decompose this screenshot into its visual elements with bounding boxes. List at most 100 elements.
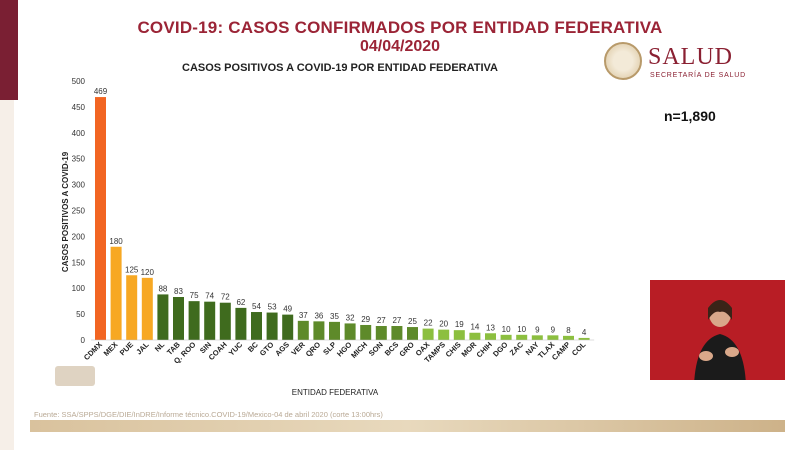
bar-cdmx	[95, 97, 106, 340]
footer-bar	[30, 420, 785, 432]
data-label: 62	[236, 298, 245, 307]
x-tick-label: MEX	[102, 340, 120, 358]
y-tick-label: 200	[72, 232, 86, 241]
x-tick-label: MICH	[349, 340, 369, 360]
bar-ver	[297, 320, 309, 340]
x-tick-label: SLP	[321, 340, 338, 357]
y-tick-label: 350	[72, 155, 86, 164]
x-tick-label: MOR	[460, 340, 479, 359]
y-tick-label: 500	[72, 77, 86, 86]
x-tick-label: YUC	[227, 340, 245, 358]
y-axis-title: CASOS POSITIVOS A COVID-19	[61, 151, 70, 272]
data-label: 180	[109, 237, 123, 246]
bar-bcs	[391, 326, 403, 340]
data-label: 13	[486, 323, 495, 332]
bar-tlax	[547, 335, 559, 340]
bar-sin	[204, 301, 216, 340]
bar-zac	[516, 334, 528, 340]
data-label: 36	[314, 311, 323, 320]
bar-gto	[266, 312, 278, 340]
corner-accent	[0, 0, 18, 100]
x-axis-title: ENTIDAD FEDERATIVA	[292, 388, 379, 397]
bar-mor	[469, 332, 481, 340]
data-label: 20	[439, 320, 448, 329]
bar-slp	[329, 321, 340, 340]
chart-title: CASOS POSITIVOS A COVID-19 POR ENTIDAD F…	[182, 62, 498, 74]
y-tick-label: 400	[72, 129, 86, 138]
x-tick-label: AGS	[273, 340, 291, 358]
data-label: 74	[205, 292, 214, 301]
x-tick-label: PUE	[118, 340, 135, 357]
data-label: 27	[392, 316, 401, 325]
y-tick-label: 100	[72, 284, 86, 293]
data-label: 4	[582, 328, 587, 337]
source-note: Fuente: SSA/SPPS/DGE/DIE/InDRE/Informe t…	[34, 410, 383, 419]
x-tick-label: CHIS	[444, 340, 463, 359]
data-label: 49	[283, 305, 292, 314]
data-label: 14	[470, 323, 479, 332]
x-tick-label: BCS	[383, 340, 401, 358]
data-label: 54	[252, 302, 261, 311]
x-tick-label: GRO	[397, 340, 416, 359]
data-label: 120	[141, 268, 155, 277]
bar-nl	[157, 294, 169, 340]
bar-yuc	[235, 307, 247, 340]
bar-bc	[251, 312, 262, 340]
bar-ags	[282, 314, 294, 340]
data-label: 72	[221, 293, 230, 302]
salud-logo: SALUD SECRETARÍA DE SALUD	[604, 42, 764, 86]
bar-tamps	[438, 329, 450, 340]
x-tick-label: GTO	[258, 340, 276, 358]
y-axis-ticks: 0 50 100 150 200 250 300 350 400 450 500	[72, 77, 86, 345]
data-label: 27	[377, 316, 386, 325]
bar-son	[375, 326, 387, 340]
data-label: 9	[535, 325, 540, 334]
x-tick-label: CHIH	[475, 340, 494, 359]
data-label: 75	[190, 291, 199, 300]
sign-language-interpreter-video	[650, 280, 785, 380]
interpreter-figure-icon	[694, 300, 746, 380]
bar-chih	[485, 333, 496, 340]
bar-nay	[531, 335, 543, 340]
bar-coah	[219, 302, 231, 340]
x-tick-label: VER	[289, 340, 307, 358]
data-label: 88	[158, 284, 167, 293]
y-tick-label: 250	[72, 207, 86, 216]
x-tick-label: SON	[367, 340, 385, 358]
x-tick-label: QRO	[304, 340, 323, 359]
x-tick-label: CDMX	[82, 340, 104, 362]
data-label: 22	[424, 319, 433, 328]
data-label: 469	[94, 87, 108, 96]
data-label: 37	[299, 311, 308, 320]
data-label: 10	[517, 325, 526, 334]
bar-col	[578, 337, 590, 340]
bar-qro	[313, 321, 325, 340]
bar-tab	[173, 297, 184, 340]
data-label: 19	[455, 320, 464, 329]
data-label: 53	[268, 303, 277, 312]
left-decorative-band	[0, 0, 14, 450]
bar-q-roo	[188, 301, 200, 340]
sample-size-label: n=1,890	[664, 108, 716, 124]
decorative-logo-strip	[55, 366, 95, 386]
bar-camp	[563, 335, 574, 340]
x-tick-label: DGO	[491, 340, 510, 359]
data-label: 35	[330, 312, 339, 321]
bar-mex	[110, 246, 122, 340]
y-tick-label: 300	[72, 181, 86, 190]
data-label: 32	[346, 313, 355, 322]
bar-hgo	[344, 323, 356, 340]
data-label: 10	[502, 325, 511, 334]
data-label: 9	[551, 325, 556, 334]
y-tick-label: 50	[76, 310, 85, 319]
bar-gro	[407, 327, 418, 340]
bar-chis	[453, 330, 465, 340]
logo-wordmark: SALUD	[648, 44, 734, 70]
data-label: 8	[566, 326, 571, 335]
x-tick-label: ZAC	[508, 340, 526, 358]
y-tick-label: 150	[72, 258, 86, 267]
data-label: 83	[174, 287, 183, 296]
